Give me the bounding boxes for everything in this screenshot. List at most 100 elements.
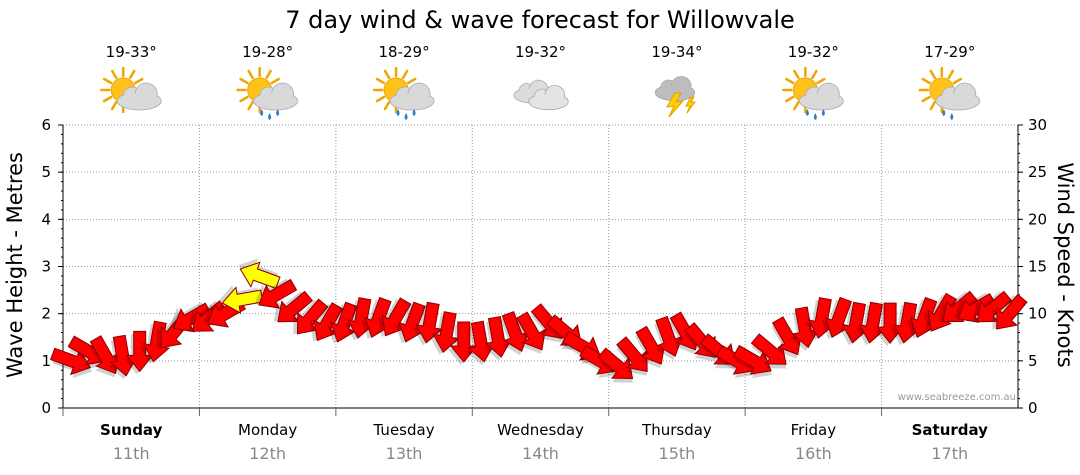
wind-arrow — [804, 297, 836, 341]
sun-ray — [383, 69, 391, 80]
sun-ray — [265, 69, 272, 80]
left-axis: 0 1 2 3 4 5 6 — [41, 116, 63, 417]
wind-arrow — [273, 290, 314, 323]
wind-arrow — [395, 301, 426, 344]
wind-arrow-shape — [516, 311, 546, 351]
wind-arrow — [732, 344, 773, 379]
day-name: Thursday — [641, 421, 712, 439]
sun-ray — [785, 95, 795, 103]
right-tick-label: 0 — [1028, 399, 1038, 417]
day-name: Wednesday — [497, 421, 584, 439]
left-tick-label: 2 — [41, 305, 51, 323]
sun-ray — [102, 95, 113, 103]
wind-arrow-shape — [221, 286, 264, 314]
left-tick-label: 0 — [41, 399, 51, 417]
sun-ray — [247, 69, 254, 80]
sun-ray — [110, 100, 118, 111]
wind-arrows — [50, 258, 1028, 383]
day-temperature: 18-29° — [379, 43, 430, 61]
sun-ray — [406, 77, 417, 85]
grid-lines — [62, 124, 1019, 409]
day-labels: Sunday 11th Monday 12th Tuesday 13th Wednesday… — [62, 408, 988, 463]
wind-arrow-shape — [313, 302, 344, 342]
rain-drop — [276, 109, 280, 116]
sun-ray — [921, 95, 931, 103]
wind-arrow-shape — [996, 293, 1028, 330]
rain-drop — [805, 109, 809, 116]
wind-arrow-shape — [976, 290, 1013, 323]
cloud-fill — [118, 93, 161, 109]
wind-arrow-shape — [750, 333, 787, 365]
sun-ray — [247, 100, 254, 111]
wind-arrow — [293, 298, 329, 335]
weather-icons: 19-33° 19-28° 18-29° 19-32° 19-34° 19-32° 17-2… — [99, 43, 981, 120]
sun-ray — [375, 95, 386, 103]
right-tick-label: 15 — [1028, 258, 1047, 276]
day-name: Friday — [791, 421, 837, 439]
sun-ray — [793, 69, 800, 80]
wind-arrow — [238, 258, 281, 290]
right-tick-label: 25 — [1028, 163, 1047, 181]
sun-ray — [134, 77, 144, 85]
sun-ray — [811, 69, 818, 80]
sun-ray — [793, 100, 800, 111]
sun-ray — [128, 69, 136, 80]
left-tick-label: 4 — [41, 210, 51, 228]
wind-arrow — [169, 302, 212, 333]
wind-arrow-shape — [239, 261, 281, 290]
day-temperature: 17-29° — [924, 43, 975, 61]
right-tick-label: 10 — [1028, 305, 1047, 323]
sun-ray — [239, 95, 249, 103]
rain-drop — [268, 113, 272, 120]
cloud-fill — [391, 93, 434, 109]
sun-cloud-rain-icon — [236, 66, 299, 120]
left-axis-title: Wave Height - Metres — [3, 152, 27, 378]
wind-arrow — [500, 311, 530, 356]
wind-arrow — [412, 301, 443, 346]
wind-arrow — [972, 290, 1013, 323]
sun-ray — [947, 69, 955, 80]
wind-arrow — [429, 311, 460, 355]
wind-arrow — [50, 347, 93, 379]
day-name: Sunday — [100, 421, 163, 439]
storm-icon — [654, 76, 696, 118]
sun-ray — [102, 77, 113, 85]
wind-arrow — [906, 296, 938, 339]
sun-cloud-icon — [99, 66, 162, 114]
wind-arrow-shape — [415, 301, 443, 344]
wind-arrow-shape — [172, 302, 212, 333]
wind-arrow — [483, 315, 513, 361]
wind-arrow-shape — [432, 311, 460, 353]
day-date: 17th — [931, 444, 968, 463]
wind-arrow-shape — [909, 296, 938, 338]
wind-arrow-shape — [50, 347, 92, 376]
left-tick-label: 6 — [41, 116, 51, 134]
wind-arrow-shape — [892, 301, 921, 344]
day-date: 15th — [659, 444, 696, 463]
rain-drop — [396, 109, 400, 116]
wind-arrow-shape — [258, 278, 298, 309]
wind-arrow-shape — [732, 344, 772, 375]
wind-arrow — [839, 301, 870, 346]
day-date: 11th — [113, 444, 150, 463]
wind-arrow-shape — [125, 330, 154, 373]
sun-ray — [270, 77, 280, 85]
wind-arrow-shape — [89, 335, 120, 375]
wind-arrow — [597, 347, 634, 383]
day-date: 16th — [795, 444, 832, 463]
day-temperature: 19-34° — [651, 43, 702, 61]
wind-arrow — [654, 315, 683, 360]
right-tick-label: 5 — [1028, 352, 1038, 370]
day-name: Monday — [238, 421, 297, 439]
wind-arrow — [466, 320, 496, 366]
wind-arrow — [123, 330, 154, 375]
wind-arrow-shape — [616, 336, 648, 373]
right-tick-label: 30 — [1028, 116, 1047, 134]
rain-drop — [260, 109, 264, 116]
rain-drop — [813, 113, 817, 120]
cloud-fill — [800, 93, 843, 109]
sun-cloud-rain-icon — [782, 66, 844, 120]
rain-drop — [404, 113, 408, 120]
wind-arrow — [790, 306, 820, 351]
